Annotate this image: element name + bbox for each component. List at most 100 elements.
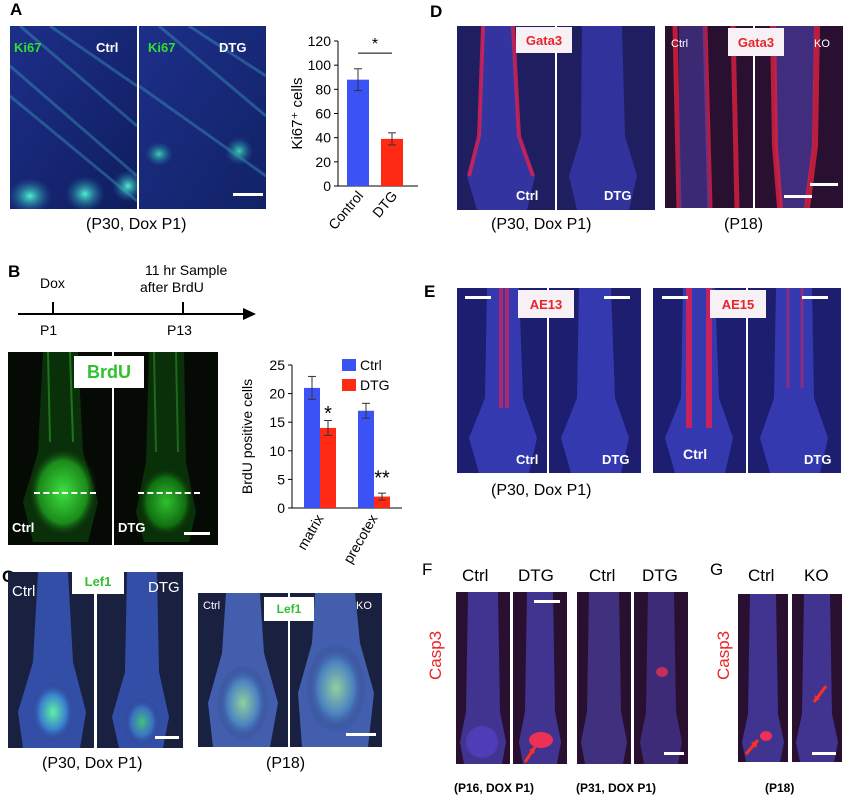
- brdu-legend-swatch-dtg: [342, 379, 356, 391]
- ki67-y-tick-label: 0: [323, 178, 331, 194]
- casp3-f-ctrl2-image: [577, 592, 631, 764]
- ki67-dtg-label: DTG: [219, 40, 247, 55]
- lef1-left-marker-box: Lef1: [72, 568, 124, 594]
- ae13-dtg-label: DTG: [602, 452, 630, 467]
- timeline-dox: Dox: [40, 275, 65, 291]
- panel-c-caption-right: (P18): [266, 755, 306, 772]
- panel-a-caption: (P30, Dox P1): [86, 216, 187, 233]
- casp3-g-ko: KO: [804, 566, 829, 585]
- gata3-ctrl-p18-image: [665, 26, 753, 208]
- brdu-x-tick-label: matrix: [294, 512, 327, 553]
- brdu-y-tick-label: 5: [277, 471, 285, 487]
- panel-label-d: D: [430, 2, 443, 21]
- brdu-scale-bar: [184, 532, 210, 535]
- ki67-x-tick-label: DTG: [369, 188, 400, 221]
- gata3-right-scale-bar-2: [784, 195, 812, 198]
- brdu-x-tick-label: precotex: [340, 512, 381, 567]
- panel-d-caption-left: (P30, Dox P1): [491, 216, 592, 233]
- brdu-y-tick-label: 15: [269, 414, 285, 430]
- casp3-g-scale-bar: [812, 752, 836, 755]
- panel-label-b: B: [8, 262, 21, 281]
- lef1-right-ctrl: Ctrl: [203, 600, 221, 612]
- ae13-marker-box: AE13: [518, 290, 574, 318]
- ae13-ctrl-label: Ctrl: [516, 452, 539, 467]
- casp3-f-scale-bar-1: [534, 600, 560, 603]
- panel-label-e: E: [424, 282, 436, 301]
- lef1-left-dtg: DTG: [148, 579, 180, 596]
- timeline-sample-line1: 11 hr Sample: [145, 262, 228, 278]
- ki67-y-tick-label: 20: [315, 154, 331, 170]
- lef1-ctrl-p18-image: [198, 593, 288, 747]
- lef1-right-ko: KO: [356, 600, 372, 612]
- casp3-f-ctrl1-image: [456, 592, 510, 764]
- casp3-f-ctrl2: Ctrl: [589, 566, 616, 585]
- ki67-ctrl-label: Ctrl: [96, 40, 119, 55]
- brdu-legend-swatch-ctrl: [342, 359, 356, 371]
- brdu-y-tick-label: 25: [269, 357, 285, 373]
- ki67-bar-control: [347, 79, 369, 186]
- lef1-ctrl-image: [8, 572, 94, 748]
- panel-g-caption: (P18): [765, 781, 795, 795]
- ki67-y-axis-label: Ki67⁺ cells: [289, 77, 306, 149]
- ae15-dtg-image: [748, 288, 841, 473]
- panel-label-g: G: [710, 560, 724, 579]
- gata3-left-ctrl: Ctrl: [516, 188, 539, 203]
- casp3-f-ctrl1: Ctrl: [462, 566, 489, 585]
- ki67-dtg-image: [139, 26, 266, 209]
- panel-c-caption-left: (P30, Dox P1): [42, 755, 143, 772]
- ae15-ctrl-label: Ctrl: [683, 446, 708, 462]
- ki67-y-tick-label: 120: [308, 33, 332, 49]
- gata3-ctrl-image: [457, 26, 555, 210]
- ae15-scale-bar-1: [662, 296, 688, 299]
- brdu-bar-chart: 0 5 10 15 20 25 BrdU positive cells matrix preco…: [239, 357, 402, 567]
- brdu-marker-box: BrdU: [74, 356, 144, 388]
- ki67-scale-bar: [233, 193, 263, 196]
- brdu-sig-star-precortex: **: [374, 468, 390, 490]
- casp3-g-ctrl: Ctrl: [748, 566, 775, 585]
- panel-label-f: F: [422, 560, 433, 579]
- ae13-dtg-image: [549, 288, 641, 473]
- brdu-y-tick-label: 0: [277, 500, 285, 516]
- gata3-left-marker-box: Gata3: [516, 27, 572, 53]
- dox-timeline: [18, 302, 256, 320]
- timeline-p1: P1: [40, 322, 58, 338]
- ae15-marker-box: AE15: [710, 290, 766, 318]
- lef1-left-scale-bar: [155, 736, 179, 739]
- gata3-ko-image: [755, 26, 843, 208]
- gata3-dtg-image: [557, 26, 655, 210]
- lef1-dtg-image: [97, 572, 183, 748]
- ae15-dtg-label: DTG: [804, 452, 832, 467]
- ki67-ctrl-marker: Ki67: [14, 40, 42, 55]
- brdu-bar-precotex-dtg: [374, 496, 390, 508]
- brdu-dtg-label: DTG: [118, 520, 146, 535]
- ae13-scale-bar-1: [465, 296, 491, 299]
- casp3-f-dtg1: DTG: [518, 566, 554, 585]
- panel-f-caption-left: (P16, DOX P1): [454, 781, 535, 795]
- casp3-f-ylabel: Casp3: [426, 630, 445, 680]
- gata3-left-dtg: DTG: [604, 188, 632, 203]
- ae13-scale-bar-2: [604, 296, 630, 299]
- brdu-dtg-dashline: [138, 492, 200, 494]
- casp3-g-ylabel: Casp3: [714, 630, 733, 680]
- ae13-ctrl-image: [457, 288, 547, 473]
- panel-label-a: A: [10, 0, 23, 19]
- brdu-bar-precotex-ctrl: [358, 410, 374, 508]
- casp3-f-scale-bar-2: [664, 752, 684, 755]
- ki67-y-tick-label: 40: [315, 130, 331, 146]
- ki67-bar-chart: 0 20 40 60 80 100 120 Ki67⁺ cells Control DTG *: [289, 33, 418, 233]
- gata3-right-ctrl: Ctrl: [671, 38, 689, 50]
- brdu-y-tick-label: 20: [269, 386, 285, 402]
- brdu-y-axis-label: BrdU positive cells: [239, 379, 255, 494]
- ki67-ctrl-image: [10, 26, 137, 209]
- brdu-dtg-image: [114, 352, 218, 545]
- lef1-right-marker-box: Lef1: [264, 597, 314, 621]
- casp3-g-ctrl-image: [738, 594, 788, 762]
- brdu-ctrl-dashline: [34, 492, 96, 494]
- gata3-right-scale-bar-1: [810, 183, 838, 186]
- gata3-right-marker-box: Gata3: [728, 28, 784, 56]
- brdu-y-tick-label: 10: [269, 443, 285, 459]
- timeline-sample-line2: after BrdU: [140, 279, 204, 295]
- casp3-f-dtg1-image: [513, 592, 567, 764]
- casp3-f-dtg2-image: [634, 592, 688, 764]
- brdu-legend-label-ctrl: Ctrl: [360, 357, 382, 373]
